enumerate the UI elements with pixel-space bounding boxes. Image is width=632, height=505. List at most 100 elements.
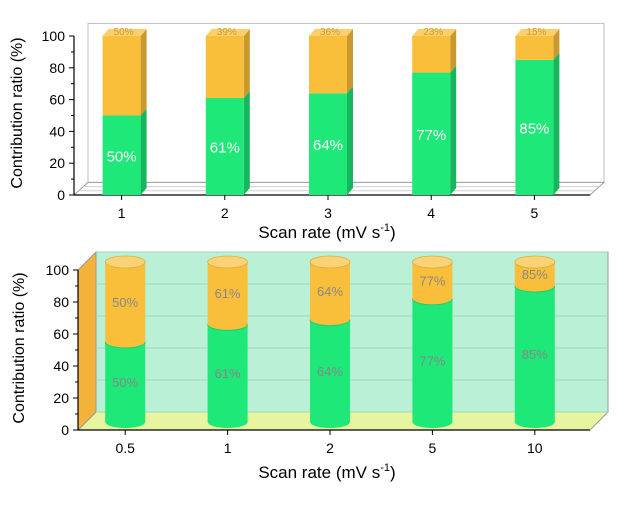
chart-1-x-tick-label: 5 xyxy=(531,205,539,221)
chart-1-bar-top xyxy=(515,29,560,36)
chart-2-bar-top xyxy=(514,255,556,269)
chart-1-bar-upper-side xyxy=(347,29,353,94)
chart-2-bar-joint xyxy=(514,285,556,293)
chart-1-bar-lower-side xyxy=(347,86,353,195)
chart-2-bar-upper-label: 50% xyxy=(112,295,138,310)
chart-2-bar-lower-label: 50% xyxy=(112,375,138,390)
chart-2: 0 20 40 60 80 100 50% 50% 0.5 61% 61% 1 64% 64% 2 77% 77… xyxy=(46,250,610,456)
chart-1-bar-upper-label: 36% xyxy=(320,27,340,38)
chart-2-bar-lower xyxy=(105,342,146,428)
x-axis-title: Scan rate (mV s-1) xyxy=(258,462,395,482)
chart-1-bar-top xyxy=(205,29,250,36)
chart-2-y-tick-label: 40 xyxy=(53,358,69,374)
chart-2-bar-joint xyxy=(309,319,351,327)
chart-2-bar-lower xyxy=(207,324,248,428)
chart-2-x-tick-label: 10 xyxy=(527,440,543,456)
chart-2-bar-joint xyxy=(104,341,146,349)
chart-1-y-tick-label: 100 xyxy=(42,28,66,44)
chart-1-bar-lower-side xyxy=(553,52,560,195)
chart-2-bar-upper-label: 64% xyxy=(317,284,343,299)
chart-1-bar-upper xyxy=(412,36,451,73)
chart-1-x-tick-label: 2 xyxy=(221,205,229,221)
chart-2-bar-joint xyxy=(207,324,249,331)
chart-1-x-tick-label: 3 xyxy=(324,205,332,221)
chart-2-bar-lower-label: 85% xyxy=(522,347,548,362)
chart-2-bar-top xyxy=(104,255,146,269)
chart-2-bar-lower-label: 61% xyxy=(215,366,241,381)
chart-2-bar-lower-label: 77% xyxy=(419,353,445,368)
chart-2-y-tick-label: 80 xyxy=(53,294,69,310)
chart-2-y-tick-label: 100 xyxy=(46,262,70,278)
chart-2-y-tick-label: 20 xyxy=(53,390,69,406)
chart-2-bar-upper xyxy=(310,262,350,326)
chart-2-bar-upper xyxy=(412,262,453,305)
x-axis-title-main: Scan rate (mV s xyxy=(258,223,380,242)
chart-1-bar-lower-side xyxy=(243,91,250,195)
y-axis-title: Contribution ratio (%) xyxy=(9,37,26,188)
chart-1-bar-lower xyxy=(309,93,347,195)
chart-1-bar-upper-label: 50% xyxy=(114,27,134,38)
chart-1-x-tick-label: 4 xyxy=(427,205,435,221)
chart-1-bar-upper xyxy=(309,36,347,94)
y-axis-title: Contribution ratio (%) xyxy=(11,272,28,423)
chart-2-bar-upper-label: 85% xyxy=(522,267,548,282)
chart-1-y-tick-label: 0 xyxy=(57,187,65,203)
chart-1-bar-lower-label: 85% xyxy=(519,120,549,137)
chart-2-bar-top xyxy=(207,255,249,269)
x-axis-title: Scan rate (mV s-1) xyxy=(258,222,395,242)
chart-1-x-tick-label: 1 xyxy=(118,205,126,221)
chart-1-bar-top xyxy=(102,29,147,36)
chart-1-bar-upper-label: 39% xyxy=(217,27,237,38)
chart-2-bar-lower xyxy=(514,286,555,428)
chart-2-bar-lower xyxy=(412,298,453,428)
chart-1-y-tick-label: 40 xyxy=(49,123,65,139)
x-axis-title-main: Scan rate (mV s xyxy=(258,463,380,482)
chart-1-y-tick-label: 20 xyxy=(49,155,65,171)
chart-1-bar-upper xyxy=(205,36,244,99)
chart-1-bar-lower-label: 64% xyxy=(313,137,343,154)
x-axis-title-superscript: -1 xyxy=(380,462,390,474)
chart-2-x-tick-label: 1 xyxy=(224,440,232,456)
chart-2-bar-upper xyxy=(105,262,146,348)
x-axis-title-close: ) xyxy=(390,223,396,242)
chart-2-bar-top xyxy=(309,255,351,269)
chart-1-bar-upper-side xyxy=(243,29,250,99)
chart-1-bar-lower-side xyxy=(140,108,147,195)
x-axis-title-superscript: -1 xyxy=(380,222,390,234)
x-axis-title-close: ) xyxy=(390,463,396,482)
chart-1-bar-lower xyxy=(515,59,554,195)
chart-1-bar-upper-side xyxy=(553,29,560,60)
chart-1-bar-lower-side xyxy=(450,65,457,195)
chart-2-x-tick-label: 0.5 xyxy=(115,440,135,456)
chart-1-bar-upper-label: 23% xyxy=(423,27,443,38)
chart-1-bar-lower-label: 61% xyxy=(210,140,240,157)
chart-1-bar-upper xyxy=(102,36,141,116)
chart-1-bar-upper-side xyxy=(140,29,147,116)
chart-1-y-tick-label: 60 xyxy=(49,92,65,108)
chart-2-x-tick-label: 2 xyxy=(326,440,334,456)
chart-2-y-tick-label: 60 xyxy=(53,326,69,342)
chart-1-bar-lower xyxy=(205,98,244,195)
chart-1-bar-upper xyxy=(515,36,554,60)
chart-1-bar-top xyxy=(412,29,457,36)
chart-2-bar-top xyxy=(411,255,453,269)
chart-2-bar-upper-label: 77% xyxy=(419,273,445,288)
chart-2-bar-upper xyxy=(207,262,248,331)
chart-1-bar-upper-label: 15% xyxy=(526,27,546,38)
chart-2-bar-upper-label: 61% xyxy=(215,286,241,301)
chart-2-bar-lower-label: 64% xyxy=(317,364,343,379)
chart-2-bar-lower xyxy=(310,319,350,428)
chart-1-bar-lower xyxy=(102,115,141,195)
chart-2-y-tick-label: 0 xyxy=(61,422,69,438)
chart-1-y-tick-label: 80 xyxy=(49,60,65,76)
chart-1-bar-lower-label: 50% xyxy=(107,148,137,165)
chart-1-bar-lower xyxy=(412,72,451,195)
chart-2-bar-upper xyxy=(514,262,555,292)
chart-1: 0 20 40 60 80 100 50% 50% 1 61% 39% 2 64% 36% 3 77% 23% 4… xyxy=(42,22,606,221)
chart-1-bar-upper-side xyxy=(450,29,457,73)
chart-1-bar-lower-label: 77% xyxy=(416,127,446,144)
chart-2-x-tick-label: 5 xyxy=(429,440,437,456)
chart-2-bar-joint xyxy=(411,298,453,306)
